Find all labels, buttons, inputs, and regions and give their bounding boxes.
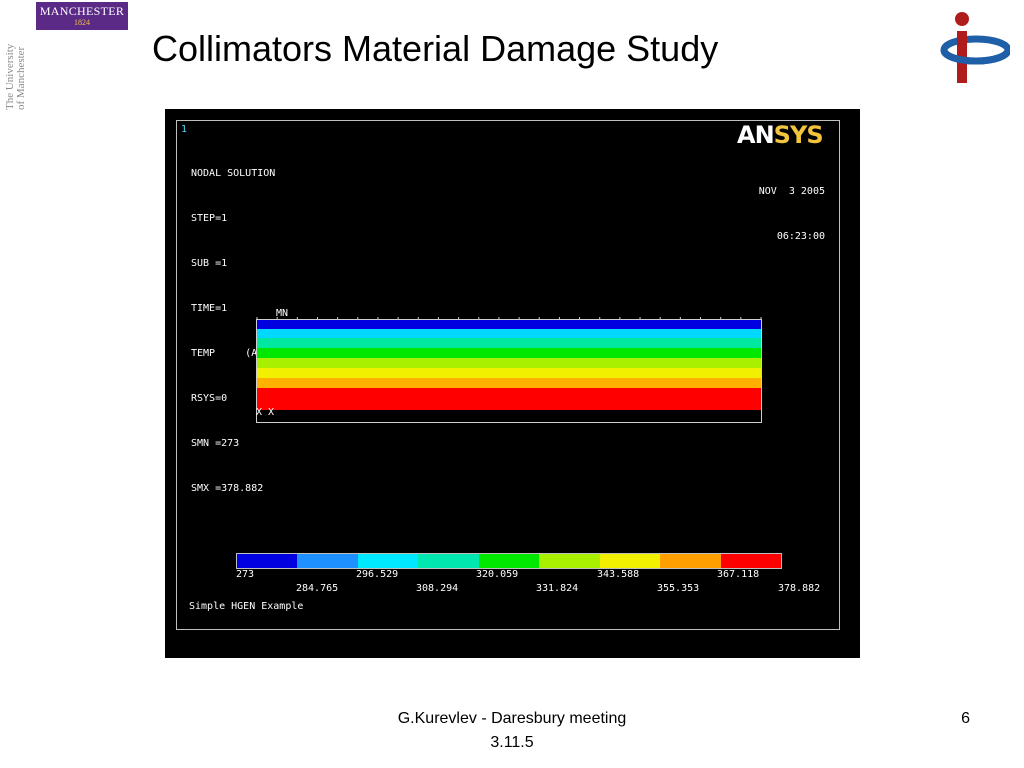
info-line: SUB =1 — [191, 258, 228, 269]
timestamp: NOV 3 2005 06:23:00 — [739, 154, 825, 274]
legend-swatch — [599, 554, 661, 568]
ansys-plot-window: 1 NODAL SOLUTION STEP=1 SUB =1 TIME=1 TE… — [165, 109, 860, 658]
legend-value-top: 367.118 — [717, 569, 760, 580]
origin-marker: X X — [256, 407, 275, 418]
ansys-logo-an: AN — [737, 121, 775, 149]
footer-line-2: 3.11.5 — [490, 734, 534, 751]
info-line: RSYS=0 — [191, 393, 228, 404]
info-line: STEP=1 — [191, 213, 228, 224]
legend-value-bottom: 355.353 — [657, 583, 700, 594]
legend-value-bottom: 378.882 — [778, 583, 821, 594]
plot-caption: Simple HGEN Example — [189, 601, 304, 612]
date-text: NOV 3 2005 — [758, 186, 825, 197]
legend-swatch — [660, 554, 721, 568]
legend-value-bottom: 331.824 — [536, 583, 579, 594]
time-text: 06:23:00 — [776, 231, 825, 242]
legend-swatch — [539, 554, 600, 568]
ansys-logo-sys: SYS — [773, 121, 824, 149]
window-number: 1 — [181, 124, 188, 135]
legend-value-bottom: 308.294 — [416, 583, 459, 594]
plate-band — [257, 358, 761, 368]
plate-band — [257, 348, 761, 358]
legend-swatch — [297, 554, 358, 568]
info-line: SMX =378.882 — [191, 483, 264, 494]
ansys-frame — [176, 120, 840, 630]
university-line-2: of Manchester — [15, 46, 27, 110]
min-marker-label: MN — [276, 308, 289, 319]
legend-value-top: 343.588 — [597, 569, 640, 580]
plate-band — [257, 368, 761, 378]
legend-swatch — [418, 554, 479, 568]
manchester-logo: MANCHESTER 1824 — [36, 2, 128, 30]
legend-value-bottom: 284.765 — [296, 583, 339, 594]
footer-line-1: G.Kurevlev - Daresbury meeting — [397, 710, 627, 727]
info-line: SMN =273 — [191, 438, 240, 449]
info-line: NODAL SOLUTION — [191, 168, 276, 179]
legend-swatch — [237, 554, 298, 568]
plate-band — [257, 329, 761, 338]
page-number: 6 — [961, 710, 970, 727]
color-legend — [236, 553, 782, 569]
institute-logo-icon — [940, 12, 1010, 83]
legend-swatch — [357, 554, 419, 568]
legend-value-top: 296.529 — [356, 569, 399, 580]
footer-text: G.Kurevlev - Daresbury meeting 3.11.5 — [360, 707, 664, 755]
plate-band — [257, 320, 761, 329]
ansys-logo: ANSYS — [737, 121, 824, 149]
legend-value-top: 320.059 — [476, 569, 519, 580]
legend-swatch — [478, 554, 540, 568]
university-vertical-text: The University of Manchester — [4, 44, 27, 110]
manchester-logo-year: 1824 — [74, 18, 90, 27]
plate-band — [257, 378, 761, 388]
legend-value-top: 273 — [236, 569, 255, 580]
temperature-plate — [256, 319, 762, 423]
plate-band — [257, 388, 761, 410]
slide-title: Collimators Material Damage Study — [152, 28, 719, 69]
info-line: TIME=1 — [191, 303, 228, 314]
manchester-logo-text: MANCHESTER — [39, 4, 125, 18]
legend-swatch — [720, 554, 781, 568]
plate-band — [257, 338, 761, 348]
